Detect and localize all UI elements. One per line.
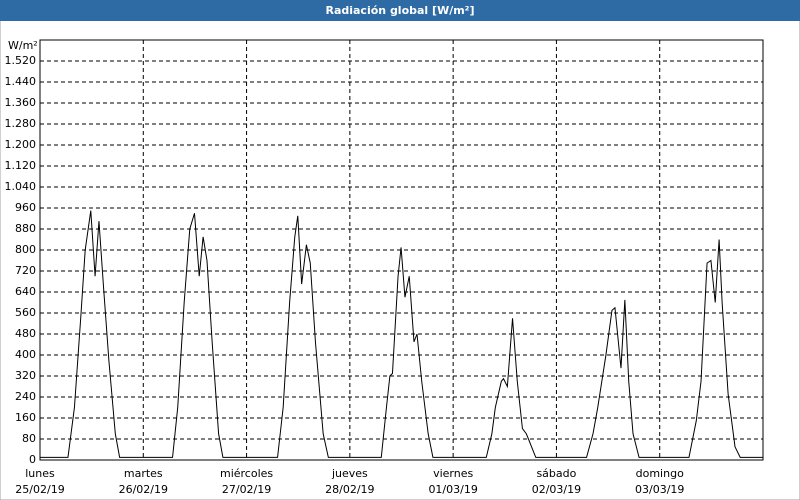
y-tick-label: 240 (15, 390, 36, 403)
chart-title: Radiación global [W/m²] (325, 4, 474, 17)
x-tick-date: 28/02/19 (325, 483, 374, 496)
y-tick-label: 1.120 (5, 159, 37, 172)
y-tick-label: 1.360 (5, 96, 37, 109)
x-tick-label: jueves (331, 467, 368, 480)
x-tick-label: miércoles (220, 467, 273, 480)
y-tick-label: 1.280 (5, 117, 37, 130)
x-tick-label: sábado (536, 467, 576, 480)
title-bar (0, 0, 800, 21)
x-tick-label: lunes (25, 467, 55, 480)
data-line (40, 210, 763, 458)
y-tick-label: 80 (22, 432, 36, 445)
y-tick-label: 720 (15, 264, 36, 277)
y-tick-label: 1.200 (5, 138, 37, 151)
y-tick-label: 800 (15, 243, 36, 256)
y-tick-label: 400 (15, 348, 36, 361)
y-tick-label: 1.440 (5, 75, 37, 88)
x-tick-label: viernes (433, 467, 473, 480)
x-tick-date: 27/02/19 (222, 483, 271, 496)
y-tick-label: 1.520 (5, 54, 37, 67)
x-tick-label: martes (124, 467, 163, 480)
y-tick-label: 1.040 (5, 180, 37, 193)
x-tick-date: 26/02/19 (119, 483, 168, 496)
x-tick-date: 25/02/19 (15, 483, 64, 496)
x-tick-date: 02/03/19 (532, 483, 581, 496)
plot-border (39, 39, 764, 461)
y-tick-label: 480 (15, 327, 36, 340)
x-tick-date: 03/03/19 (635, 483, 684, 496)
y-unit: W/m² (8, 39, 38, 52)
y-tick-label: 880 (15, 222, 36, 235)
y-tick-label: 160 (15, 411, 36, 424)
y-tick-label: 0 (29, 453, 36, 466)
y-tick-label: 960 (15, 201, 36, 214)
x-tick-date: 01/03/19 (428, 483, 477, 496)
y-tick-label: 640 (15, 285, 36, 298)
x-tick-label: domingo (636, 467, 684, 480)
y-tick-label: 320 (15, 369, 36, 382)
y-tick-label: 560 (15, 306, 36, 319)
